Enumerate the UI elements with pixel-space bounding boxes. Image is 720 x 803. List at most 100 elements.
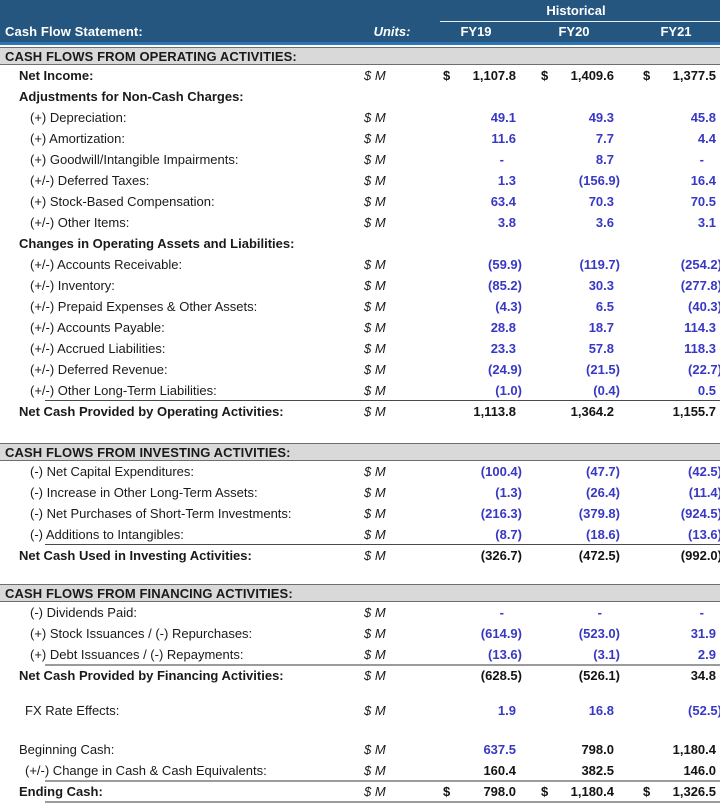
value-cell-fy21[interactable]: (40.3)	[628, 299, 720, 314]
row-label[interactable]: (-) Additions to Intangibles:	[30, 527, 184, 542]
value-cell-fy21[interactable]: (11.4)	[628, 485, 720, 500]
row-label[interactable]: (+/-) Prepaid Expenses & Other Assets:	[30, 299, 258, 314]
value-cell-fy19[interactable]: $798.0	[428, 784, 524, 799]
value-cell-fy19[interactable]: (614.9)	[428, 626, 524, 641]
row-label[interactable]: Adjustments for Non-Cash Charges:	[19, 89, 244, 104]
value-cell-fy19[interactable]: (100.4)	[428, 464, 524, 479]
units-cell[interactable]: $ M	[364, 647, 386, 662]
row-label[interactable]: FX Rate Effects:	[25, 703, 120, 718]
units-cell[interactable]: $ M	[364, 485, 386, 500]
value-cell-fy21[interactable]: 1,180.4	[628, 742, 720, 757]
row-label[interactable]: Changes in Operating Assets and Liabilit…	[19, 236, 295, 251]
value-cell-fy21[interactable]: $1,377.5	[628, 68, 720, 83]
row-label[interactable]: (-) Dividends Paid:	[30, 605, 137, 620]
value-cell-fy19[interactable]: 11.6	[428, 131, 524, 146]
value-cell-fy21[interactable]: 34.8	[628, 668, 720, 683]
value-cell-fy20[interactable]: 7.7	[526, 131, 622, 146]
value-cell-fy19[interactable]: 160.4	[428, 763, 524, 778]
units-cell[interactable]: $ M	[364, 605, 386, 620]
column-header-fy20[interactable]: FY20	[558, 24, 590, 39]
units-cell[interactable]: $ M	[364, 506, 386, 521]
row-label[interactable]: (+/-) Accounts Receivable:	[30, 257, 183, 272]
row-label[interactable]: (+) Depreciation:	[30, 110, 127, 125]
value-cell-fy21[interactable]: 0.5	[628, 383, 720, 398]
row-label[interactable]: (-) Increase in Other Long-Term Assets:	[30, 485, 258, 500]
row-label[interactable]: (+/-) Deferred Revenue:	[30, 362, 168, 377]
value-cell-fy21[interactable]: 4.4	[628, 131, 720, 146]
value-cell-fy21[interactable]: (13.6)	[628, 527, 720, 542]
value-cell-fy21[interactable]: 31.9	[628, 626, 720, 641]
value-cell-fy21[interactable]: -	[628, 152, 720, 167]
units-cell[interactable]: $ M	[364, 668, 386, 683]
units-cell[interactable]: $ M	[364, 703, 386, 718]
units-cell[interactable]: $ M	[364, 763, 386, 778]
value-cell-fy19[interactable]: 3.8	[428, 215, 524, 230]
row-label[interactable]: (+/-) Accounts Payable:	[30, 320, 165, 335]
value-cell-fy20[interactable]: 3.6	[526, 215, 622, 230]
units-cell[interactable]: $ M	[364, 257, 386, 272]
value-cell-fy19[interactable]: (8.7)	[428, 527, 524, 542]
value-cell-fy19[interactable]: 23.3	[428, 341, 524, 356]
units-cell[interactable]: $ M	[364, 278, 386, 293]
value-cell-fy20[interactable]: $1,409.6	[526, 68, 622, 83]
value-cell-fy21[interactable]: (277.8)	[628, 278, 720, 293]
value-cell-fy21[interactable]: (42.5)	[628, 464, 720, 479]
value-cell-fy20[interactable]: (3.1)	[526, 647, 622, 662]
row-label[interactable]: (+) Amortization:	[30, 131, 126, 146]
row-label[interactable]: Net Cash Provided by Financing Activitie…	[19, 668, 284, 683]
value-cell-fy21[interactable]: 3.1	[628, 215, 720, 230]
value-cell-fy21[interactable]: 118.3	[628, 341, 720, 356]
row-label[interactable]: (+/-) Other Long-Term Liabilities:	[30, 383, 217, 398]
units-cell[interactable]: $ M	[364, 194, 386, 209]
value-cell-fy21[interactable]: -	[628, 605, 720, 620]
value-cell-fy20[interactable]: 798.0	[526, 742, 622, 757]
value-cell-fy21[interactable]: (924.5)	[628, 506, 720, 521]
section-header-cash-flows-from-operating-activities[interactable]: CASH FLOWS FROM OPERATING ACTIVITIES:	[0, 47, 720, 65]
row-label[interactable]: Ending Cash:	[19, 784, 103, 799]
column-header-fy21[interactable]: FY21	[660, 24, 692, 39]
row-label[interactable]: Beginning Cash:	[19, 742, 115, 757]
value-cell-fy21[interactable]: 1,155.7	[628, 404, 720, 419]
value-cell-fy19[interactable]: $1,107.8	[428, 68, 524, 83]
value-cell-fy20[interactable]: (526.1)	[526, 668, 622, 683]
value-cell-fy20[interactable]: 6.5	[526, 299, 622, 314]
value-cell-fy21[interactable]: (22.7)	[628, 362, 720, 377]
row-label[interactable]: (+/-) Change in Cash & Cash Equivalents:	[25, 763, 267, 778]
row-label[interactable]: (+) Stock-Based Compensation:	[30, 194, 215, 209]
units-cell[interactable]: $ M	[364, 68, 386, 83]
units-cell[interactable]: $ M	[364, 548, 386, 563]
value-cell-fy20[interactable]: -	[526, 605, 622, 620]
value-cell-fy21[interactable]: 16.4	[628, 173, 720, 188]
row-label[interactable]: (-) Net Capital Expenditures:	[30, 464, 195, 479]
statement-title[interactable]: Cash Flow Statement:	[5, 24, 143, 39]
value-cell-fy20[interactable]: (0.4)	[526, 383, 622, 398]
value-cell-fy19[interactable]: (4.3)	[428, 299, 524, 314]
value-cell-fy20[interactable]: 70.3	[526, 194, 622, 209]
value-cell-fy21[interactable]: 146.0	[628, 763, 720, 778]
section-header-cash-flows-from-investing-activities[interactable]: CASH FLOWS FROM INVESTING ACTIVITIES:	[0, 443, 720, 461]
value-cell-fy20[interactable]: (47.7)	[526, 464, 622, 479]
value-cell-fy20[interactable]: (21.5)	[526, 362, 622, 377]
column-header-fy19[interactable]: FY19	[460, 24, 492, 39]
value-cell-fy20[interactable]: 30.3	[526, 278, 622, 293]
value-cell-fy19[interactable]: (628.5)	[428, 668, 524, 683]
value-cell-fy21[interactable]: (254.2)	[628, 257, 720, 272]
value-cell-fy19[interactable]: (1.0)	[428, 383, 524, 398]
value-cell-fy20[interactable]: (472.5)	[526, 548, 622, 563]
row-label[interactable]: (-) Net Purchases of Short-Term Investme…	[30, 506, 292, 521]
value-cell-fy19[interactable]: (59.9)	[428, 257, 524, 272]
value-cell-fy21[interactable]: (992.0)	[628, 548, 720, 563]
value-cell-fy21[interactable]: $1,326.5	[628, 784, 720, 799]
value-cell-fy20[interactable]: (18.6)	[526, 527, 622, 542]
units-cell[interactable]: $ M	[364, 742, 386, 757]
value-cell-fy20[interactable]: $1,180.4	[526, 784, 622, 799]
value-cell-fy19[interactable]: 1.9	[428, 703, 524, 718]
units-cell[interactable]: $ M	[364, 215, 386, 230]
value-cell-fy21[interactable]: 45.8	[628, 110, 720, 125]
value-cell-fy19[interactable]: 63.4	[428, 194, 524, 209]
row-label[interactable]: (+) Debt Issuances / (-) Repayments:	[30, 647, 244, 662]
historical-group-header[interactable]: Historical	[546, 3, 606, 18]
units-cell[interactable]: $ M	[364, 341, 386, 356]
row-label[interactable]: Net Cash Used in Investing Activities:	[19, 548, 252, 563]
value-cell-fy19[interactable]: -	[428, 152, 524, 167]
